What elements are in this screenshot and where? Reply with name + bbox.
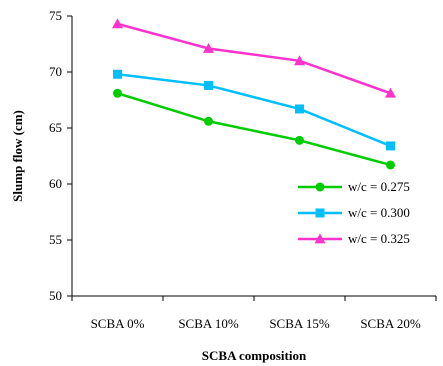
data-point xyxy=(113,88,122,98)
x-tick-label: SCBA 10% xyxy=(178,316,238,331)
x-tick-label: SCBA 0% xyxy=(91,316,145,331)
data-point xyxy=(294,55,305,66)
legend-swatch-marker xyxy=(315,208,325,218)
data-point xyxy=(385,87,396,98)
series-line xyxy=(117,92,391,167)
series-layer xyxy=(112,18,396,170)
data-point xyxy=(386,141,395,151)
data-point xyxy=(113,69,122,79)
y-tick-label: 75 xyxy=(49,8,62,23)
x-tick-label: SCBA 20% xyxy=(360,316,420,331)
y-tick-label: 70 xyxy=(49,64,62,79)
legend-swatch-marker xyxy=(314,233,326,244)
y-tick-label: 55 xyxy=(49,232,62,247)
legend-label: w/c = 0.300 xyxy=(348,205,410,220)
x-axis-title: SCBA composition xyxy=(202,348,307,363)
y-axis-title: Slump flow (cm) xyxy=(10,110,25,202)
y-tick-label: 50 xyxy=(49,288,62,303)
y-axis: 50 55 60 65 70 75 xyxy=(49,8,73,303)
legend-swatch-marker xyxy=(315,182,325,192)
x-ticks: SCBA 0% SCBA 10% SCBA 15% SCBA 20% xyxy=(71,296,437,331)
data-point xyxy=(386,160,395,170)
x-tick-label: SCBA 15% xyxy=(269,316,329,331)
legend-item: w/c = 0.325 xyxy=(298,231,410,246)
y-tick-label: 60 xyxy=(49,176,62,191)
series-1 xyxy=(113,88,395,170)
series-3 xyxy=(112,18,396,98)
data-point xyxy=(295,135,304,145)
x-axis: SCBA 0% SCBA 10% SCBA 15% SCBA 20% xyxy=(71,295,437,331)
legend: w/c = 0.275 w/c = 0.300 w/c = 0.325 xyxy=(298,179,410,246)
data-point xyxy=(295,104,304,114)
series-line xyxy=(117,22,391,95)
legend-label: w/c = 0.275 xyxy=(348,179,410,194)
y-tick-label: 65 xyxy=(49,120,62,135)
series-2 xyxy=(113,69,395,151)
data-point xyxy=(203,42,214,53)
data-point xyxy=(204,116,213,126)
data-point xyxy=(112,18,123,29)
legend-label: w/c = 0.325 xyxy=(348,231,410,246)
legend-item: w/c = 0.275 xyxy=(298,179,410,194)
data-point xyxy=(204,80,213,90)
legend-item: w/c = 0.300 xyxy=(298,205,410,220)
series-line xyxy=(117,72,391,148)
y-ticks: 50 55 60 65 70 75 xyxy=(49,8,72,303)
